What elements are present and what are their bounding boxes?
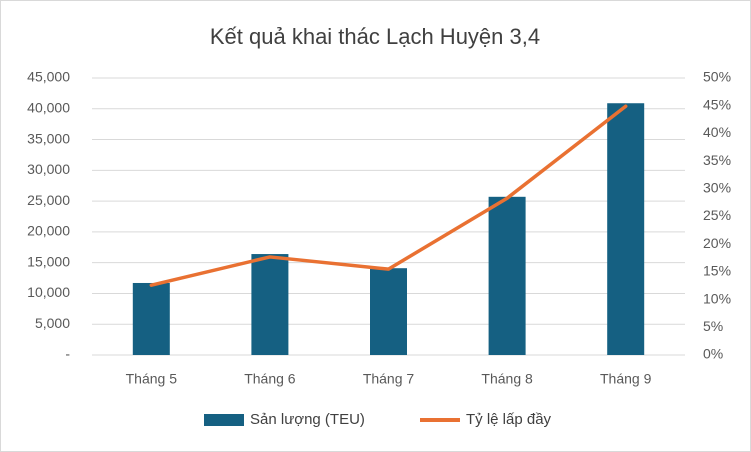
- bar: [488, 196, 526, 355]
- x-tick-label: Tháng 5: [126, 371, 178, 387]
- y2-tick-label: 5%: [703, 318, 723, 334]
- y-tick-label: -: [65, 346, 70, 362]
- y2-tick-label: 35%: [703, 152, 731, 168]
- bar: [251, 254, 289, 355]
- y-tick-label: 15,000: [27, 253, 70, 269]
- y2-tick-label: 40%: [703, 124, 731, 140]
- y2-tick-label: 0%: [703, 346, 723, 362]
- y2-tick-label: 30%: [703, 180, 731, 196]
- y-tick-label: 40,000: [27, 99, 70, 115]
- y-tick-label: 25,000: [27, 192, 70, 208]
- bar: [607, 103, 645, 355]
- y-tick-label: 45,000: [27, 69, 70, 85]
- x-tick-label: Tháng 9: [600, 371, 652, 387]
- x-tick-label: Tháng 8: [481, 371, 533, 387]
- y2-tick-label: 50%: [703, 69, 731, 85]
- y-tick-label: 20,000: [27, 223, 70, 239]
- y-tick-label: 5,000: [35, 315, 70, 331]
- y2-tick-label: 20%: [703, 235, 731, 251]
- legend-label: Tỷ lệ lấp đầy: [466, 411, 552, 428]
- x-tick-label: Tháng 7: [363, 371, 415, 387]
- y-tick-label: 35,000: [27, 130, 70, 146]
- x-tick-label: Tháng 6: [244, 371, 296, 387]
- chart-title: Kết quả khai thác Lạch Huyện 3,4: [210, 24, 540, 49]
- y2-tick-label: 10%: [703, 290, 731, 306]
- y2-tick-label: 15%: [703, 263, 731, 279]
- bar: [132, 282, 170, 355]
- y2-tick-label: 25%: [703, 207, 731, 223]
- line: [149, 104, 628, 287]
- legend-swatch: [204, 414, 244, 426]
- legend-label: Sản lượng (TEU): [250, 411, 365, 428]
- y2-tick-label: 45%: [703, 96, 731, 112]
- bar: [370, 268, 407, 355]
- y-tick-label: 30,000: [27, 161, 70, 177]
- y-tick-label: 10,000: [27, 284, 70, 300]
